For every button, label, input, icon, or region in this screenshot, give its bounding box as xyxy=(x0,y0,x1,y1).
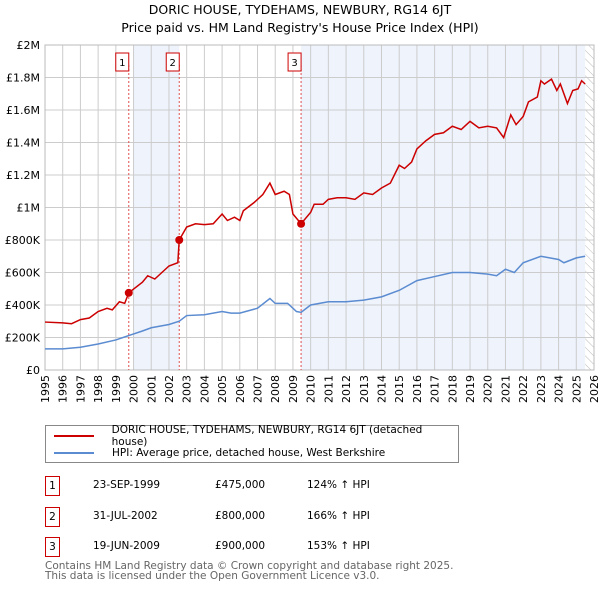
sale-date: 19-JUN-2009 xyxy=(93,540,160,552)
y-tick-label: £2M xyxy=(17,39,41,52)
sale-price: £475,000 xyxy=(215,479,266,491)
legend: DORIC HOUSE, TYDEHAMS, NEWBURY, RG14 6JT… xyxy=(45,424,459,463)
sale-hpi: 153% ↑ HPI xyxy=(307,540,370,552)
legend-item-property: DORIC HOUSE, TYDEHAMS, NEWBURY, RG14 6JT… xyxy=(54,424,458,448)
x-tick-label: 2026 xyxy=(588,375,600,403)
y-tick-label: £1.6M xyxy=(6,104,40,117)
sale-row: 1 23-SEP-1999 £475,000 124% ↑ HPI xyxy=(45,476,465,496)
x-tick-label: 1998 xyxy=(92,375,105,403)
y-tick-label: £1M xyxy=(17,202,41,215)
y-tick-label: £1.2M xyxy=(6,169,40,182)
y-tick-label: £0 xyxy=(26,364,40,377)
y-tick-label: £400K xyxy=(5,299,41,312)
x-tick-label: 2006 xyxy=(234,375,247,403)
y-tick-label: £1.4M xyxy=(6,137,40,150)
plot-border xyxy=(44,44,595,371)
y-tick-label: £800K xyxy=(5,234,41,247)
x-tick-label: 2011 xyxy=(322,375,335,403)
x-tick-label: 1996 xyxy=(57,375,70,403)
x-tick-label: 2019 xyxy=(464,375,477,403)
x-tick-label: 1995 xyxy=(39,375,52,403)
x-tick-label: 2013 xyxy=(358,375,371,403)
x-tick-label: 2010 xyxy=(305,375,318,403)
y-tick-label: £600K xyxy=(5,267,41,280)
y-tick-label: £200K xyxy=(5,332,41,345)
sale-point xyxy=(175,236,184,244)
sale-date: 31-JUL-2002 xyxy=(93,509,158,522)
x-tick-label: 2012 xyxy=(340,375,353,403)
footer-line-2: This data is licensed under the Open Gov… xyxy=(45,570,380,582)
x-tick-label: 2020 xyxy=(482,375,495,403)
x-tick-label: 2008 xyxy=(269,375,282,403)
sale-price: £800,000 xyxy=(215,509,266,522)
x-tick-label: 2014 xyxy=(375,375,388,403)
x-tick-label: 2016 xyxy=(411,375,424,403)
x-tick-label: 2009 xyxy=(287,375,300,403)
legend-swatch xyxy=(54,435,94,437)
x-tick-label: 2023 xyxy=(535,375,548,403)
x-tick-label: 2015 xyxy=(393,375,406,403)
sale-label: 2 xyxy=(170,58,176,69)
price-line xyxy=(44,78,586,325)
chart-subtitle: Price paid vs. HM Land Registry's House … xyxy=(121,20,479,35)
legend-label: DORIC HOUSE, TYDEHAMS, NEWBURY, RG14 6JT… xyxy=(111,424,423,448)
x-tick-label: 2022 xyxy=(517,375,530,403)
x-tick-label: 2003 xyxy=(181,375,194,403)
x-tick-label: 2024 xyxy=(553,375,566,403)
x-tick-label: 2001 xyxy=(145,375,158,403)
footer-line-1: Contains HM Land Registry data © Crown c… xyxy=(45,560,454,572)
x-tick-label: 2000 xyxy=(128,375,141,403)
chart: 1995 1996 1997 1998 1999 2000 2001 2002 2003 2004… xyxy=(5,39,600,403)
sale-row: 2 31-JUL-2002 £800,000 166% ↑ HPI xyxy=(45,506,465,527)
x-tick-label: 2017 xyxy=(429,375,442,403)
sale-point xyxy=(297,219,306,228)
sale-marker: 3 xyxy=(45,537,60,557)
x-tick-label: 2025 xyxy=(570,375,583,403)
hpi-line xyxy=(45,255,586,350)
legend-label: HPI: Average price, detached house, West… xyxy=(112,447,386,459)
sale-date: 23-SEP-1999 xyxy=(93,479,161,491)
x-tick-label: 2005 xyxy=(216,375,229,403)
x-tick-label: 2007 xyxy=(252,375,265,403)
x-tick-label: 2021 xyxy=(499,375,512,403)
sale-label-box xyxy=(115,52,130,72)
x-tick-label: 1997 xyxy=(74,375,87,403)
chart-title: DORIC HOUSE, TYDEHAMS, NEWBURY, RG14 6JT xyxy=(148,2,452,17)
sale-marker: 2 xyxy=(45,506,60,527)
sale-price: £900,000 xyxy=(215,540,266,552)
sale-label-box xyxy=(165,52,180,72)
x-tick-label: 2018 xyxy=(446,375,459,403)
sale-label-box xyxy=(287,52,302,72)
sale-label: 3 xyxy=(291,58,297,69)
sale-hpi: 124% ↑ HPI xyxy=(307,479,370,491)
sale-marker: 1 xyxy=(45,476,60,496)
sale-label: 1 xyxy=(119,58,125,69)
legend-swatch xyxy=(54,452,94,454)
y-tick-label: £1.8M xyxy=(6,72,40,85)
x-tick-label: 2004 xyxy=(198,375,211,403)
sale-row: 3 19-JUN-2009 £900,000 153% ↑ HPI xyxy=(45,537,465,557)
x-tick-label: 1999 xyxy=(110,375,123,403)
sale-point xyxy=(124,288,133,297)
sale-hpi: 166% ↑ HPI xyxy=(307,509,370,522)
x-tick-label: 2002 xyxy=(163,375,176,403)
legend-item-hpi: HPI: Average price, detached house, West… xyxy=(54,445,385,461)
